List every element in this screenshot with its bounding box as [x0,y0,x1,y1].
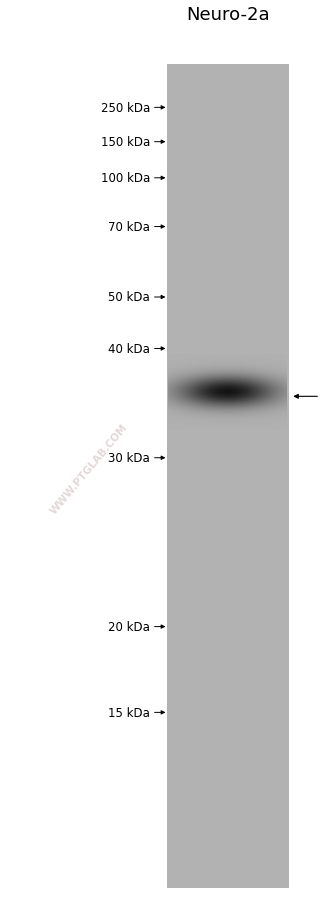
Bar [167,65,289,888]
Text: 40 kDa: 40 kDa [108,343,150,355]
Text: 150 kDa: 150 kDa [101,136,150,149]
Text: WWW.PTGLAB.COM: WWW.PTGLAB.COM [49,422,130,516]
Text: 20 kDa: 20 kDa [108,621,150,633]
Text: 70 kDa: 70 kDa [108,221,150,234]
Text: 250 kDa: 250 kDa [101,102,150,115]
Text: 50 kDa: 50 kDa [108,291,150,304]
Text: 15 kDa: 15 kDa [108,706,150,719]
Text: 30 kDa: 30 kDa [108,452,150,465]
Text: 100 kDa: 100 kDa [101,172,150,185]
Text: Neuro-2a: Neuro-2a [186,6,270,24]
